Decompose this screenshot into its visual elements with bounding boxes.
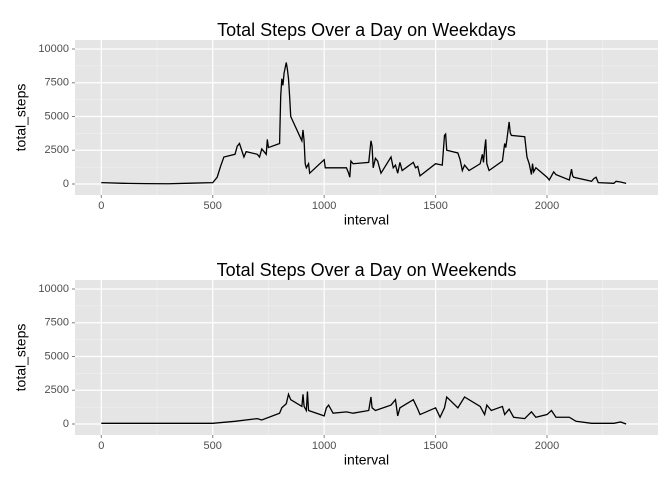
- y-tick-label: 5000: [45, 110, 69, 122]
- y-tick-label: 0: [63, 418, 69, 430]
- y-axis-label: total_steps: [13, 84, 29, 152]
- x-tick-label: 0: [98, 200, 104, 212]
- line: [101, 62, 627, 185]
- chart-title: Total Steps Over a Day on Weekends: [217, 260, 517, 280]
- plot-background: [75, 280, 658, 435]
- x-tick-label: 1500: [423, 440, 447, 452]
- x-tick-label: 1000: [312, 440, 336, 452]
- x-tick-label: 500: [204, 200, 222, 212]
- x-tick-label: 2000: [535, 440, 559, 452]
- y-tick-label: 10000: [38, 283, 69, 295]
- line: [101, 391, 627, 425]
- y-tick-label: 10000: [38, 43, 69, 55]
- x-axis-label: interval: [344, 212, 389, 228]
- y-tick-label: 7500: [45, 317, 69, 329]
- y-tick-label: 2500: [45, 144, 69, 156]
- y-tick-label: 0: [63, 178, 69, 190]
- x-tick-label: 1000: [312, 200, 336, 212]
- x-tick-label: 0: [98, 440, 104, 452]
- y-tick-label: 5000: [45, 350, 69, 362]
- y-tick-label: 2500: [45, 384, 69, 396]
- y-axis-label: total_steps: [13, 324, 29, 392]
- x-tick-label: 2000: [535, 200, 559, 212]
- x-axis-label: interval: [344, 452, 389, 468]
- y-tick-label: 7500: [45, 77, 69, 89]
- x-tick-label: 1500: [423, 200, 447, 212]
- chart-title: Total Steps Over a Day on Weekdays: [217, 20, 516, 40]
- x-tick-label: 500: [204, 440, 222, 452]
